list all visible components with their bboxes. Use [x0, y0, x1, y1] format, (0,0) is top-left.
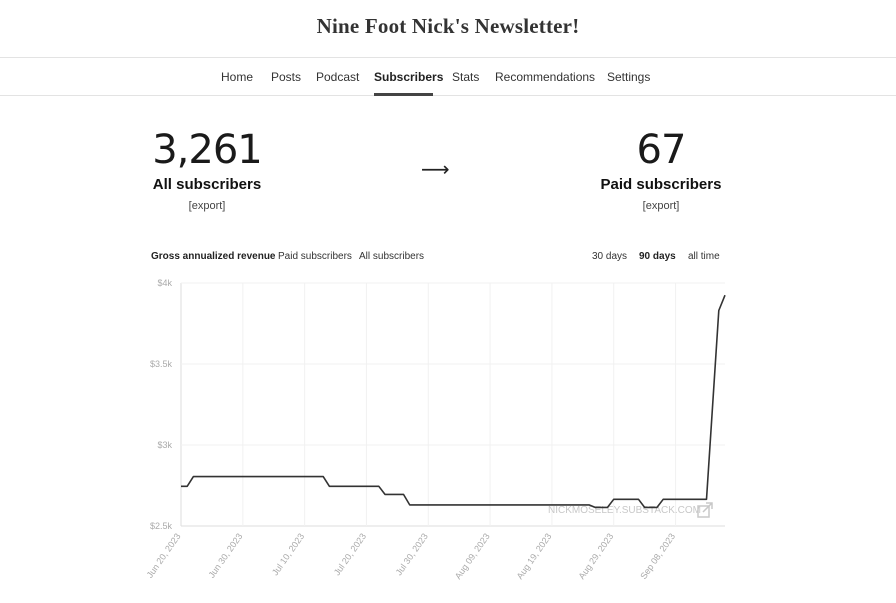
x-tick-label: Jul 10, 2023	[270, 531, 306, 577]
tab-paid-subscribers[interactable]: Paid subscribers	[278, 251, 352, 262]
range-30-days[interactable]: 30 days	[592, 251, 628, 262]
nav-home[interactable]: Home	[221, 70, 254, 84]
nav-recommendations[interactable]: Recommendations	[495, 70, 596, 84]
paid-subscribers-export-link[interactable]: [export]	[642, 200, 680, 212]
revenue-chart: $2.5k $3k $3.5k $4k Jun 20, 2023 Jun 30, 202…	[145, 278, 726, 581]
x-tick-label: Aug 09, 2023	[453, 531, 492, 581]
all-subscribers-stat: 3,261 All subscribers [export]	[140, 130, 274, 212]
all-subscribers-label: All subscribers	[152, 176, 262, 193]
revenue-line	[181, 294, 726, 509]
nav-stats[interactable]: Stats	[452, 70, 480, 84]
tab-all-subscribers[interactable]: All subscribers	[359, 251, 425, 262]
y-tick-label: $2.5k	[150, 521, 173, 531]
x-axis: Jun 20, 2023 Jun 30, 2023 Jul 10, 2023 Jul …	[145, 531, 678, 581]
chart-series	[181, 294, 726, 509]
x-tick-label: Aug 19, 2023	[515, 531, 554, 581]
nav-active-indicator	[374, 93, 433, 96]
external-link-icon[interactable]	[697, 502, 713, 518]
y-tick-label: $3.5k	[150, 359, 173, 369]
all-subscribers-export-link[interactable]: [export]	[188, 200, 226, 212]
x-tick-label: Sep 08, 2023	[638, 531, 677, 581]
x-tick-label: Jun 30, 2023	[206, 531, 244, 579]
range-all-time[interactable]: all time	[688, 251, 720, 262]
x-tick-label: Jul 30, 2023	[394, 531, 430, 577]
nav-bar: Home Posts Podcast Subscribers Stats Rec…	[0, 57, 896, 96]
paid-subscribers-stat: 67 Paid subscribers [export]	[594, 130, 728, 212]
arrow-icon: ⟶	[421, 159, 450, 181]
nav-podcast[interactable]: Podcast	[316, 70, 360, 84]
chart-grid	[180, 282, 725, 527]
nav-settings[interactable]: Settings	[607, 70, 651, 84]
y-axis: $2.5k $3k $3.5k $4k	[150, 278, 173, 531]
chart-watermark: NICKMOSELEY.SUBSTACK.COM	[548, 505, 701, 516]
paid-subscribers-count: 67	[636, 127, 687, 173]
nav-subscribers[interactable]: Subscribers	[374, 70, 444, 84]
x-tick-label: Jul 20, 2023	[332, 531, 368, 577]
nav-posts[interactable]: Posts	[271, 70, 302, 84]
tab-gross-annualized-revenue[interactable]: Gross annualized revenue	[151, 251, 276, 262]
range-90-days[interactable]: 90 days	[639, 251, 676, 262]
y-tick-label: $4k	[157, 278, 172, 288]
x-tick-label: Aug 29, 2023	[576, 531, 615, 581]
all-subscribers-count: 3,261	[152, 127, 263, 173]
x-tick-label: Jun 20, 2023	[145, 531, 183, 579]
y-tick-label: $3k	[157, 440, 172, 450]
paid-subscribers-label: Paid subscribers	[600, 176, 722, 193]
site-title[interactable]: Nine Foot Nick's Newsletter!	[316, 14, 580, 38]
